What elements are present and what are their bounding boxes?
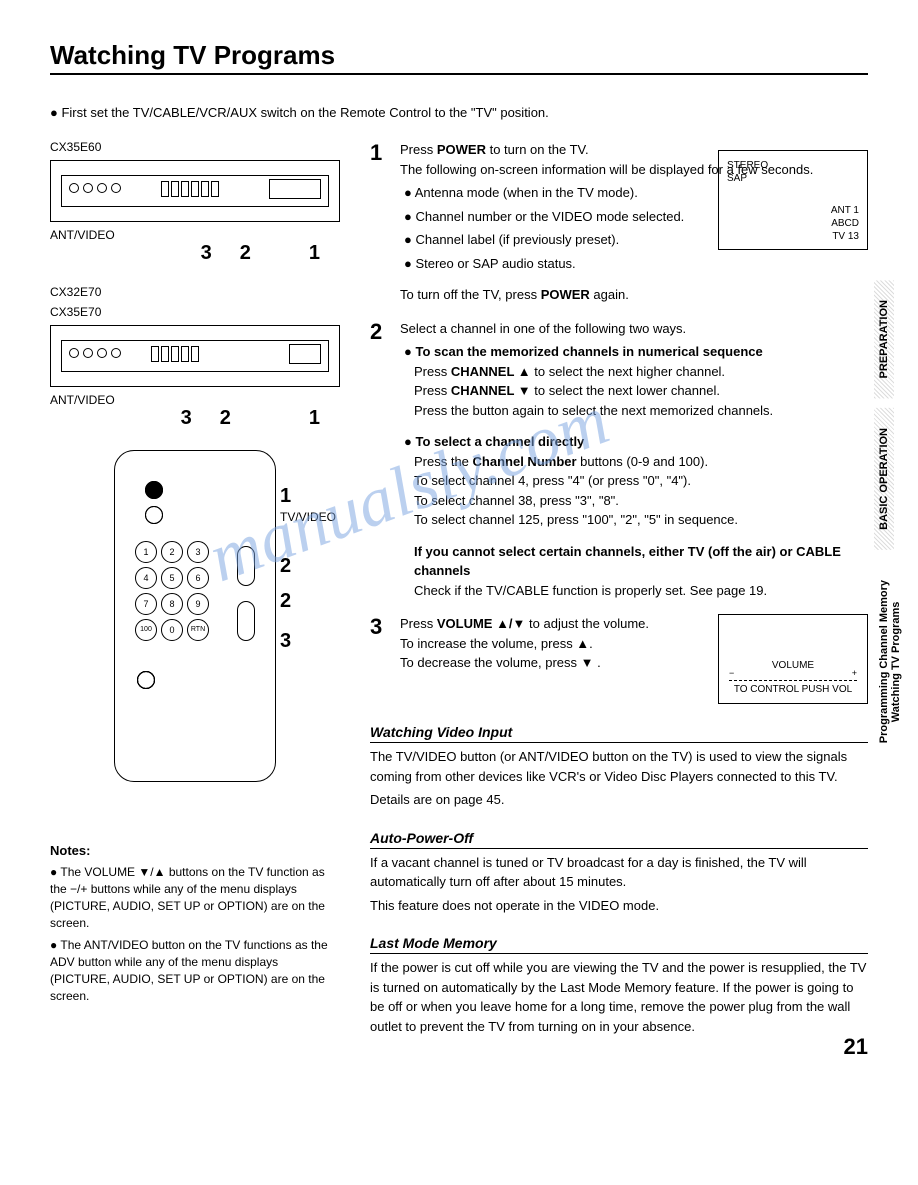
step-2: 2 Select a channel in one of the followi… bbox=[370, 319, 868, 601]
tab-programming: Programming Channel Memory Watching TV P… bbox=[874, 560, 906, 763]
tab-preparation: PREPARATION bbox=[874, 280, 894, 398]
step-3: 3 VOLUME −+ TO CONTROL PUSH VOL Press VO… bbox=[370, 614, 868, 704]
osd-sap: SAP bbox=[727, 172, 859, 185]
volume-rocker bbox=[237, 601, 255, 641]
volume-osd-box: VOLUME −+ TO CONTROL PUSH VOL bbox=[718, 614, 868, 704]
tv-panel-diagram-2 bbox=[50, 325, 340, 387]
callout-numbers-2: 3 2 1 bbox=[50, 407, 340, 430]
osd-abcd: ABCD bbox=[831, 217, 859, 230]
intro-text: First set the TV/CABLE/VCR/AUX switch on… bbox=[50, 105, 868, 120]
note-2: The ANT/VIDEO button on the TV functions… bbox=[50, 937, 340, 1004]
channel-rocker bbox=[237, 546, 255, 586]
callout-numbers-1: 3 2 1 bbox=[50, 242, 340, 265]
model-2a-label: CX32E70 bbox=[50, 285, 340, 299]
model-1-label: CX35E60 bbox=[50, 140, 340, 154]
model-2b-label: CX35E70 bbox=[50, 305, 340, 319]
remote-diagram-wrapper: 123 456 789 1000RTN 1 TV/VIDEO 2 2 3 bbox=[50, 450, 340, 782]
notes-section: Notes: The VOLUME ▼/▲ buttons on the TV … bbox=[50, 842, 340, 1005]
page-title: Watching TV Programs bbox=[50, 40, 868, 75]
notes-heading: Notes: bbox=[50, 842, 340, 860]
note-1: The VOLUME ▼/▲ buttons on the TV functio… bbox=[50, 864, 340, 931]
tab-basic-operation: BASIC OPERATION bbox=[874, 408, 894, 550]
osd-ant: ANT 1 bbox=[831, 204, 859, 217]
ant-video-label-2: ANT/VIDEO bbox=[50, 393, 340, 407]
remote-numpad: 123 456 789 1000RTN bbox=[135, 541, 209, 641]
osd-display-box: STEREO SAP ANT 1 ABCD TV 13 bbox=[718, 150, 868, 250]
auto-power-off-section: Auto-Power-Off If a vacant channel is tu… bbox=[370, 830, 868, 916]
remote-control-diagram: 123 456 789 1000RTN bbox=[114, 450, 276, 782]
last-mode-memory-section: Last Mode Memory If the power is cut off… bbox=[370, 935, 868, 1036]
tv-panel-diagram-1 bbox=[50, 160, 340, 222]
watching-video-section: Watching Video Input The TV/VIDEO button… bbox=[370, 724, 868, 810]
page-number: 21 bbox=[844, 1034, 868, 1060]
ant-video-label-1: ANT/VIDEO bbox=[50, 228, 340, 242]
side-tab-strip: PREPARATION BASIC OPERATION Programming … bbox=[874, 280, 914, 774]
osd-tv: TV 13 bbox=[831, 230, 859, 243]
osd-stereo: STEREO bbox=[727, 159, 859, 172]
